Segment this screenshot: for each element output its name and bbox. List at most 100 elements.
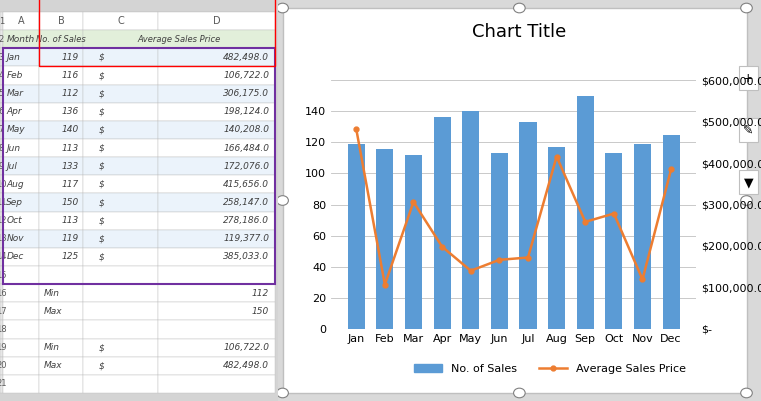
Bar [39, 157, 84, 175]
Bar [39, 175, 84, 193]
Bar [84, 375, 158, 393]
Bar [0, 284, 3, 302]
Bar [434, 117, 451, 329]
Bar [376, 149, 393, 329]
Text: 5: 5 [0, 89, 4, 98]
Bar [3, 12, 39, 30]
Text: B: B [58, 16, 65, 26]
Text: C: C [117, 16, 124, 26]
Bar [39, 12, 84, 30]
Bar [158, 302, 275, 320]
Bar [0, 48, 3, 67]
Text: 106,722.0: 106,722.0 [223, 71, 269, 80]
Text: $: $ [98, 144, 104, 153]
Bar [0, 302, 3, 320]
Bar [158, 48, 275, 67]
Bar [605, 153, 622, 329]
Bar [39, 12, 84, 30]
Text: $: $ [98, 53, 104, 62]
Bar [0, 357, 3, 375]
Bar [84, 284, 158, 302]
Bar [0, 193, 3, 212]
Text: 116: 116 [62, 71, 79, 80]
Bar [3, 30, 39, 48]
Bar [84, 230, 158, 248]
Bar [462, 111, 479, 329]
Text: 140,208.0: 140,208.0 [223, 126, 269, 134]
Text: 278,186.0: 278,186.0 [223, 216, 269, 225]
Bar [0, 30, 3, 48]
Bar [39, 375, 84, 393]
Text: 258,147.0: 258,147.0 [223, 198, 269, 207]
Text: 2: 2 [0, 35, 4, 44]
Bar [84, 357, 158, 375]
Bar [84, 12, 158, 30]
Text: Max: Max [43, 307, 62, 316]
Bar [84, 103, 158, 121]
Bar [491, 153, 508, 329]
Text: +: + [743, 72, 753, 85]
Text: $: $ [98, 180, 104, 189]
Circle shape [277, 388, 288, 398]
Bar [39, 193, 84, 212]
Text: ✎: ✎ [743, 124, 753, 137]
Text: 150: 150 [62, 198, 79, 207]
Bar [739, 170, 758, 194]
Bar [158, 103, 275, 121]
Text: 6: 6 [0, 107, 4, 116]
Bar [39, 284, 84, 302]
Bar [84, 248, 158, 266]
Bar [0, 12, 3, 30]
Bar [3, 85, 39, 103]
Bar [0, 103, 3, 121]
Text: 8: 8 [0, 144, 4, 153]
Text: A: A [18, 16, 24, 26]
Text: $: $ [98, 343, 104, 352]
Bar [158, 12, 275, 30]
Text: 18: 18 [0, 325, 7, 334]
Bar [0, 67, 3, 85]
Text: 3: 3 [0, 53, 4, 62]
Text: 112: 112 [252, 289, 269, 298]
Bar [84, 338, 158, 357]
Text: 21: 21 [0, 379, 7, 389]
Text: Jul: Jul [6, 162, 18, 171]
Bar [0, 248, 3, 266]
Text: 482,498.0: 482,498.0 [223, 53, 269, 62]
Text: $: $ [98, 126, 104, 134]
Text: $: $ [98, 252, 104, 261]
Bar [3, 357, 39, 375]
Bar [39, 48, 84, 67]
Text: Sep: Sep [6, 198, 24, 207]
Bar [39, 266, 84, 284]
Text: May: May [6, 126, 25, 134]
Text: $: $ [98, 89, 104, 98]
Bar [0, 85, 3, 103]
Text: 119,377.0: 119,377.0 [223, 234, 269, 243]
Text: $: $ [98, 216, 104, 225]
Bar [84, 175, 158, 193]
Text: 9: 9 [0, 162, 4, 171]
Bar [548, 147, 565, 329]
Bar [158, 12, 275, 30]
Text: 15: 15 [0, 271, 7, 279]
Bar [84, 320, 158, 338]
Bar [84, 212, 158, 230]
Bar [3, 230, 39, 248]
Bar [0, 212, 3, 230]
Circle shape [514, 3, 525, 13]
Bar [348, 144, 365, 329]
Text: Mar: Mar [6, 89, 24, 98]
Text: 13: 13 [0, 234, 7, 243]
Text: Feb: Feb [6, 71, 23, 80]
Text: 136: 136 [62, 107, 79, 116]
Bar [3, 103, 39, 121]
Bar [39, 338, 84, 357]
Bar [3, 193, 39, 212]
Bar [739, 66, 758, 90]
Text: Aug: Aug [6, 180, 24, 189]
Bar [3, 175, 39, 193]
Text: 140: 140 [62, 126, 79, 134]
Text: Month: Month [7, 35, 35, 44]
Text: 7: 7 [0, 126, 4, 134]
